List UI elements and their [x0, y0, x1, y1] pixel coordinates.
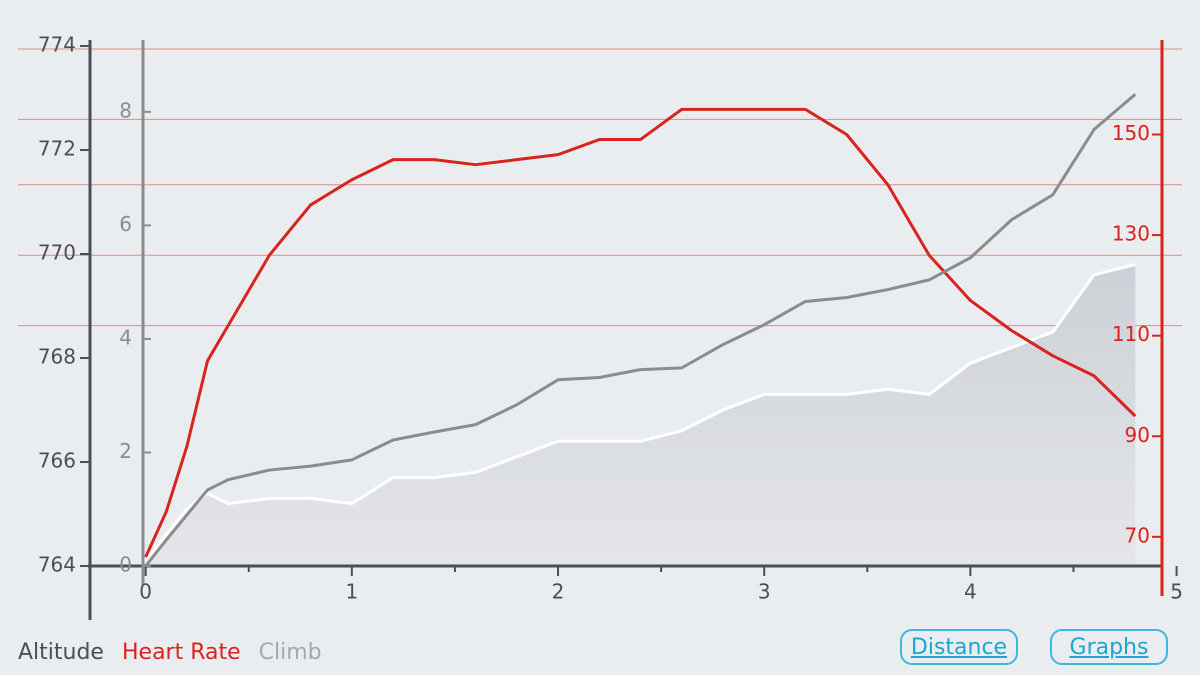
- altitude-tick-label: 766: [38, 449, 76, 473]
- climb-tick-label: 8: [119, 98, 132, 122]
- altitude-tick-label: 764: [38, 553, 76, 577]
- series-line: [144, 262, 1136, 562]
- climb-tick-label: 4: [119, 325, 132, 349]
- altitude-tick-label: 772: [38, 137, 76, 161]
- legend-entry: Heart Rate: [122, 640, 241, 665]
- x-tick-label: 2: [552, 580, 565, 604]
- altitude-area: [145, 264, 1136, 566]
- climb-tick-label: 0: [119, 553, 132, 577]
- x-tick-label: 3: [758, 580, 771, 604]
- hr-tick-label: 90: [1125, 423, 1150, 447]
- x-tick-label: 4: [964, 580, 977, 604]
- distance-button[interactable]: Distance: [900, 629, 1018, 665]
- series-line: [144, 93, 1137, 567]
- hr-tick-label: 70: [1125, 523, 1150, 547]
- altitude-tick-label: 770: [38, 241, 76, 265]
- climb-tick-label: 6: [119, 212, 132, 236]
- x-tick-label: 0: [139, 580, 152, 604]
- hr-tick-label: 130: [1112, 222, 1150, 246]
- series-line: [144, 107, 1137, 558]
- x-tick-label: 1: [345, 580, 358, 604]
- hr-tick-label: 150: [1112, 121, 1150, 145]
- x-tick-label: 5: [1170, 580, 1183, 604]
- hr-tick-label: 110: [1112, 322, 1150, 346]
- altitude-tick-label: 768: [38, 345, 76, 369]
- climb-tick-label: 2: [119, 439, 132, 463]
- legend-entry: Climb: [259, 640, 322, 665]
- legend-entry: Altitude: [18, 640, 104, 665]
- graphs-button[interactable]: Graphs: [1050, 629, 1168, 665]
- altitude-tick-label: 774: [38, 33, 76, 57]
